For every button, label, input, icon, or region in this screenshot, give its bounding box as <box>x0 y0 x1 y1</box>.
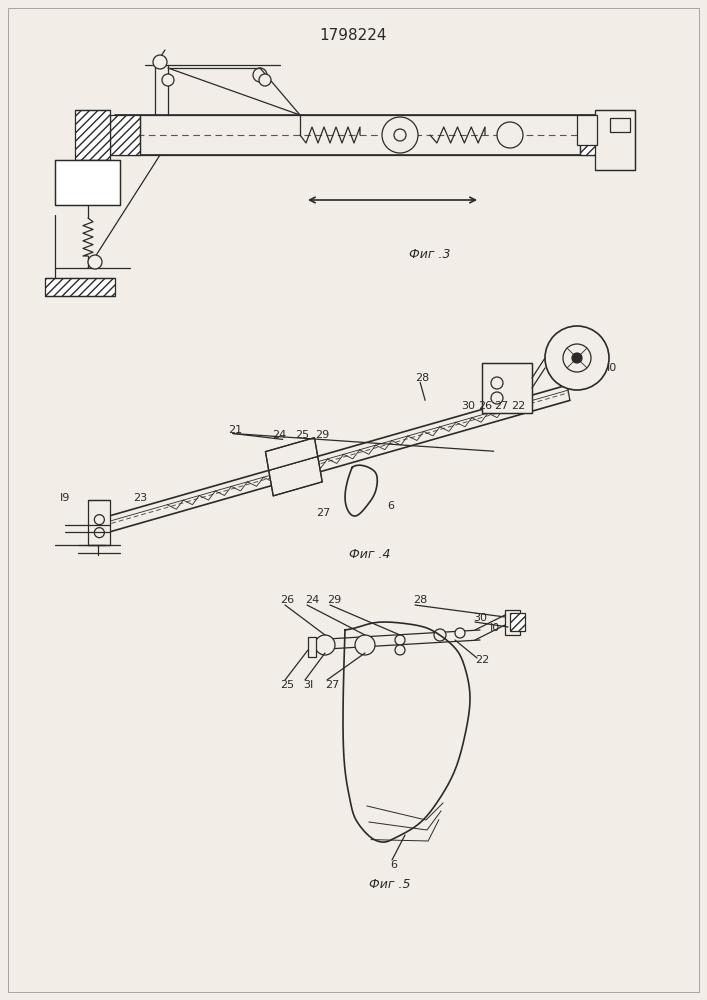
Text: 22: 22 <box>475 655 489 665</box>
Bar <box>580 115 615 155</box>
Text: 27: 27 <box>494 401 509 411</box>
Bar <box>595 110 635 170</box>
Bar <box>55 160 120 205</box>
Text: I0: I0 <box>607 363 617 373</box>
Circle shape <box>259 74 271 86</box>
Bar <box>115 115 595 155</box>
Text: Фиг .3: Фиг .3 <box>409 248 451 261</box>
Bar <box>110 115 140 155</box>
Circle shape <box>395 645 405 655</box>
Text: I0: I0 <box>490 623 501 633</box>
Text: 6: 6 <box>387 501 395 511</box>
Circle shape <box>545 326 609 390</box>
Text: 25: 25 <box>280 680 294 690</box>
Text: 27: 27 <box>317 508 331 518</box>
Polygon shape <box>265 438 317 470</box>
Text: 3I: 3I <box>303 680 313 690</box>
Circle shape <box>88 255 102 269</box>
Bar <box>482 363 532 413</box>
Bar <box>308 637 316 657</box>
Text: 28: 28 <box>415 373 429 383</box>
Circle shape <box>94 528 105 538</box>
Bar <box>88 500 110 545</box>
Circle shape <box>315 635 335 655</box>
Circle shape <box>434 629 446 641</box>
Circle shape <box>153 55 167 69</box>
Text: 22: 22 <box>512 401 526 411</box>
Circle shape <box>491 392 503 404</box>
Circle shape <box>162 74 174 86</box>
Text: Фиг .4: Фиг .4 <box>349 548 391 561</box>
Text: 25: 25 <box>296 430 310 440</box>
Text: 6: 6 <box>390 860 397 870</box>
Text: 29: 29 <box>315 430 329 440</box>
Text: 26: 26 <box>280 595 294 605</box>
Text: 1798224: 1798224 <box>320 28 387 43</box>
Polygon shape <box>343 622 470 842</box>
Text: I9: I9 <box>60 493 71 503</box>
Text: 30: 30 <box>473 613 487 623</box>
Bar <box>505 610 520 635</box>
Polygon shape <box>269 456 322 496</box>
Text: 27: 27 <box>325 680 339 690</box>
Circle shape <box>563 344 591 372</box>
Bar <box>577 115 597 145</box>
Circle shape <box>394 129 406 141</box>
Bar <box>510 613 525 631</box>
Circle shape <box>491 377 503 389</box>
Text: 26: 26 <box>479 401 493 411</box>
Circle shape <box>253 68 267 82</box>
Text: 24: 24 <box>305 595 320 605</box>
Circle shape <box>382 117 418 153</box>
Text: 21: 21 <box>228 425 242 435</box>
Text: 23: 23 <box>133 493 147 503</box>
Circle shape <box>572 353 582 363</box>
Bar <box>75 110 110 160</box>
Bar <box>45 278 115 296</box>
Circle shape <box>94 515 105 525</box>
Circle shape <box>497 122 523 148</box>
Text: 24: 24 <box>272 430 286 440</box>
Text: 30: 30 <box>462 401 476 411</box>
Text: 29: 29 <box>327 595 341 605</box>
Circle shape <box>395 635 405 645</box>
Text: 28: 28 <box>413 595 427 605</box>
Text: Фиг .5: Фиг .5 <box>369 878 411 891</box>
Circle shape <box>355 635 375 655</box>
Bar <box>610 118 630 132</box>
Circle shape <box>455 628 465 638</box>
